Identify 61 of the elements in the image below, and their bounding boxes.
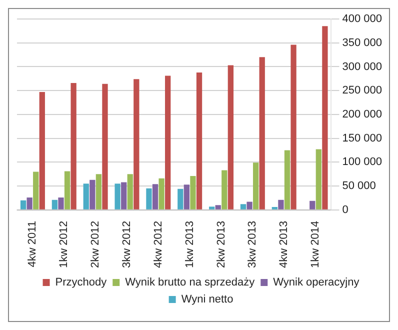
y-tick-label: 100 000 xyxy=(342,156,382,168)
bar xyxy=(152,184,158,210)
y-tick-label: 250 000 xyxy=(342,84,382,97)
bar xyxy=(26,198,32,210)
bar xyxy=(70,82,76,210)
bar xyxy=(178,188,184,210)
bar xyxy=(83,184,89,210)
y-tick-label: 400 000 xyxy=(342,13,382,26)
bar xyxy=(240,204,246,210)
bar xyxy=(114,184,120,210)
bar xyxy=(322,26,328,210)
bar xyxy=(316,149,322,210)
bar xyxy=(39,92,45,210)
bar xyxy=(252,162,259,210)
bar xyxy=(215,205,221,210)
x-tick-label: 2kw 2012 xyxy=(90,220,102,268)
bar xyxy=(96,174,102,210)
bar xyxy=(33,172,39,210)
bar xyxy=(284,150,290,210)
bar xyxy=(290,44,296,210)
y-tick-label: 350 000 xyxy=(342,36,382,49)
bar xyxy=(64,171,70,210)
y-tick-label: 0 xyxy=(342,204,348,216)
bar xyxy=(196,72,202,210)
legend-label: Wyni netto xyxy=(181,294,234,306)
bar xyxy=(102,84,108,210)
legend-label: Wynik operacyjny xyxy=(273,276,360,289)
bar xyxy=(58,198,64,210)
bar xyxy=(259,57,265,210)
x-tick-label: 4kw 2011 xyxy=(26,220,39,268)
bar xyxy=(158,178,164,210)
x-tick-label: 1kw 2013 xyxy=(184,220,196,268)
bar xyxy=(52,200,58,210)
bar xyxy=(165,76,171,210)
bar xyxy=(121,182,127,210)
bar xyxy=(278,200,284,210)
bar xyxy=(246,202,252,210)
bar xyxy=(134,79,140,210)
x-tick-label: 4kw 2013 xyxy=(278,220,290,268)
bar xyxy=(20,200,26,210)
bar xyxy=(222,170,228,210)
bar xyxy=(184,184,190,210)
x-tick-label: 3kw 2013 xyxy=(246,220,259,268)
bar xyxy=(90,180,96,210)
y-tick-label: 50 000 xyxy=(342,180,376,192)
x-tick-label: 2kw 2013 xyxy=(215,220,228,268)
bar xyxy=(228,65,234,210)
x-tick-label: 3kw 2012 xyxy=(121,220,134,268)
bar xyxy=(146,188,152,210)
x-tick-label: 1kw 2014 xyxy=(310,220,322,268)
y-tick-label: 200 000 xyxy=(342,108,382,120)
bar xyxy=(190,176,196,210)
y-tick-label: 300 000 xyxy=(342,60,382,73)
bar xyxy=(127,174,133,210)
legend-label: Przychody xyxy=(55,276,108,289)
x-tick-label: 1kw 2012 xyxy=(58,220,70,268)
x-tick-label: 4kw 2012 xyxy=(152,220,164,268)
y-tick-label: 150 000 xyxy=(342,132,382,144)
legend-label: Wynik brutto na sprzedaży xyxy=(125,276,256,289)
bar xyxy=(209,206,215,210)
bar xyxy=(310,200,316,210)
